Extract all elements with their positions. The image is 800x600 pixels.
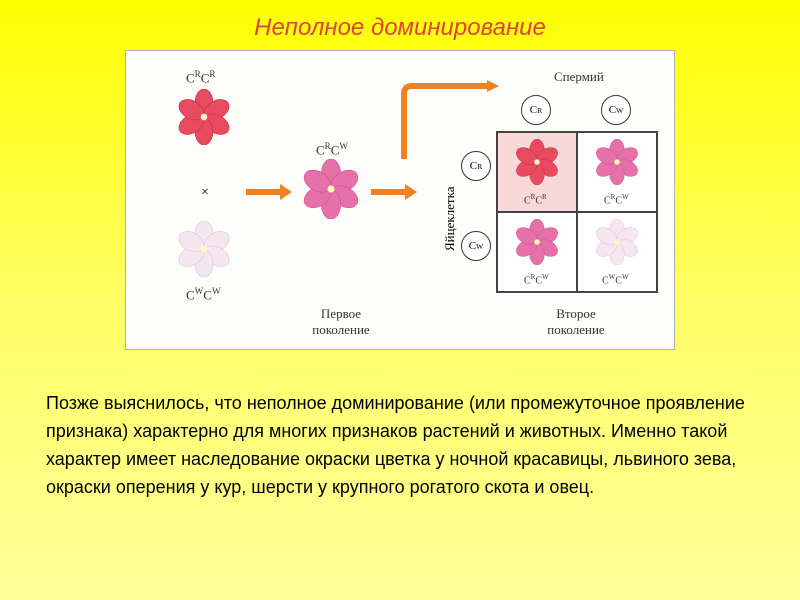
inheritance-diagram: CRCR × CWCW: [125, 50, 675, 350]
sperm-allele-w: CW: [601, 95, 631, 125]
body-paragraph: Позже выяснилось, что неполное доминиров…: [46, 390, 754, 502]
sperm-label: Спермий: [554, 69, 604, 85]
punnett-cell-ww: CWCW: [577, 212, 657, 292]
arrow-to-f1: [246, 189, 282, 195]
second-generation-label: Второепоколение: [531, 306, 621, 337]
parent-white-flower: [176, 221, 232, 277]
egg-allele-r: CR: [461, 151, 491, 181]
egg-allele-w: CW: [461, 231, 491, 261]
punnett-cell-rw-top: CRCW: [577, 132, 657, 212]
parent-red-genotype: CRCR: [186, 69, 216, 86]
punnett-cell-rw-bottom: CRCW: [497, 212, 577, 292]
punnett-square: CRCR CRCW: [496, 131, 658, 293]
first-generation-label: Первоепоколение: [301, 306, 381, 337]
egg-label: Яйцеклетка: [442, 187, 458, 252]
page-title: Неполное доминирование: [0, 0, 800, 50]
f1-genotype: CRCW: [316, 141, 348, 158]
cross-symbol: ×: [201, 185, 209, 201]
punnett-cell-rr: CRCR: [497, 132, 577, 212]
sperm-allele-r: CR: [521, 95, 551, 125]
arrow-to-sperm: [401, 83, 487, 159]
f1-flower: [301, 159, 357, 215]
arrow-f1-right: [371, 189, 407, 195]
parent-red-flower: [176, 89, 232, 145]
parent-white-genotype: CWCW: [186, 286, 221, 303]
